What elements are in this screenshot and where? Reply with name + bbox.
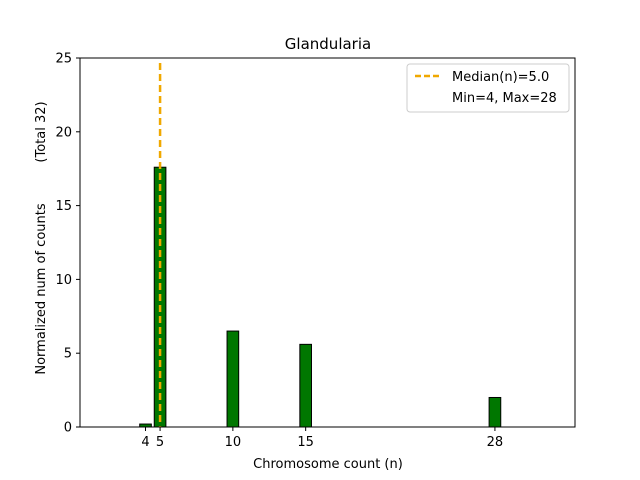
y-axis-label: Normalized num of counts	[34, 203, 49, 374]
y-tick-label-25: 25	[55, 52, 72, 67]
y-tick-label-5: 5	[64, 347, 72, 362]
bar-28	[488, 396, 502, 428]
chart-title: Glandularia	[285, 35, 371, 53]
x-tick-label-10: 10	[225, 435, 242, 450]
legend-range-label: Min=4, Max=28	[452, 91, 557, 106]
plot-frame	[79, 57, 576, 428]
y-tick-label-20: 20	[55, 125, 72, 140]
x-tick-label-15: 15	[297, 435, 314, 450]
bar-15	[299, 343, 312, 428]
y-axis: 0 5 10 15 20 25	[55, 52, 80, 436]
y-axis-label-note: (Total 32)	[34, 101, 49, 162]
y-tick-label-15: 15	[55, 199, 72, 214]
y-tick-label-10: 10	[55, 273, 72, 288]
legend-median-label: Median(n)=5.0	[452, 70, 549, 85]
x-tick-label-4: 4	[141, 435, 149, 450]
bar-10	[226, 330, 240, 428]
legend-box	[406, 63, 570, 113]
legend: Median(n)=5.0 Min=4, Max=28	[406, 63, 570, 113]
y-tick-label-0: 0	[64, 421, 72, 436]
x-axis: 4 5 10 15 28	[141, 427, 503, 450]
x-tick-label-5: 5	[156, 435, 164, 450]
x-axis-label: Chromosome count (n)	[253, 457, 403, 472]
x-tick-label-28: 28	[487, 435, 504, 450]
